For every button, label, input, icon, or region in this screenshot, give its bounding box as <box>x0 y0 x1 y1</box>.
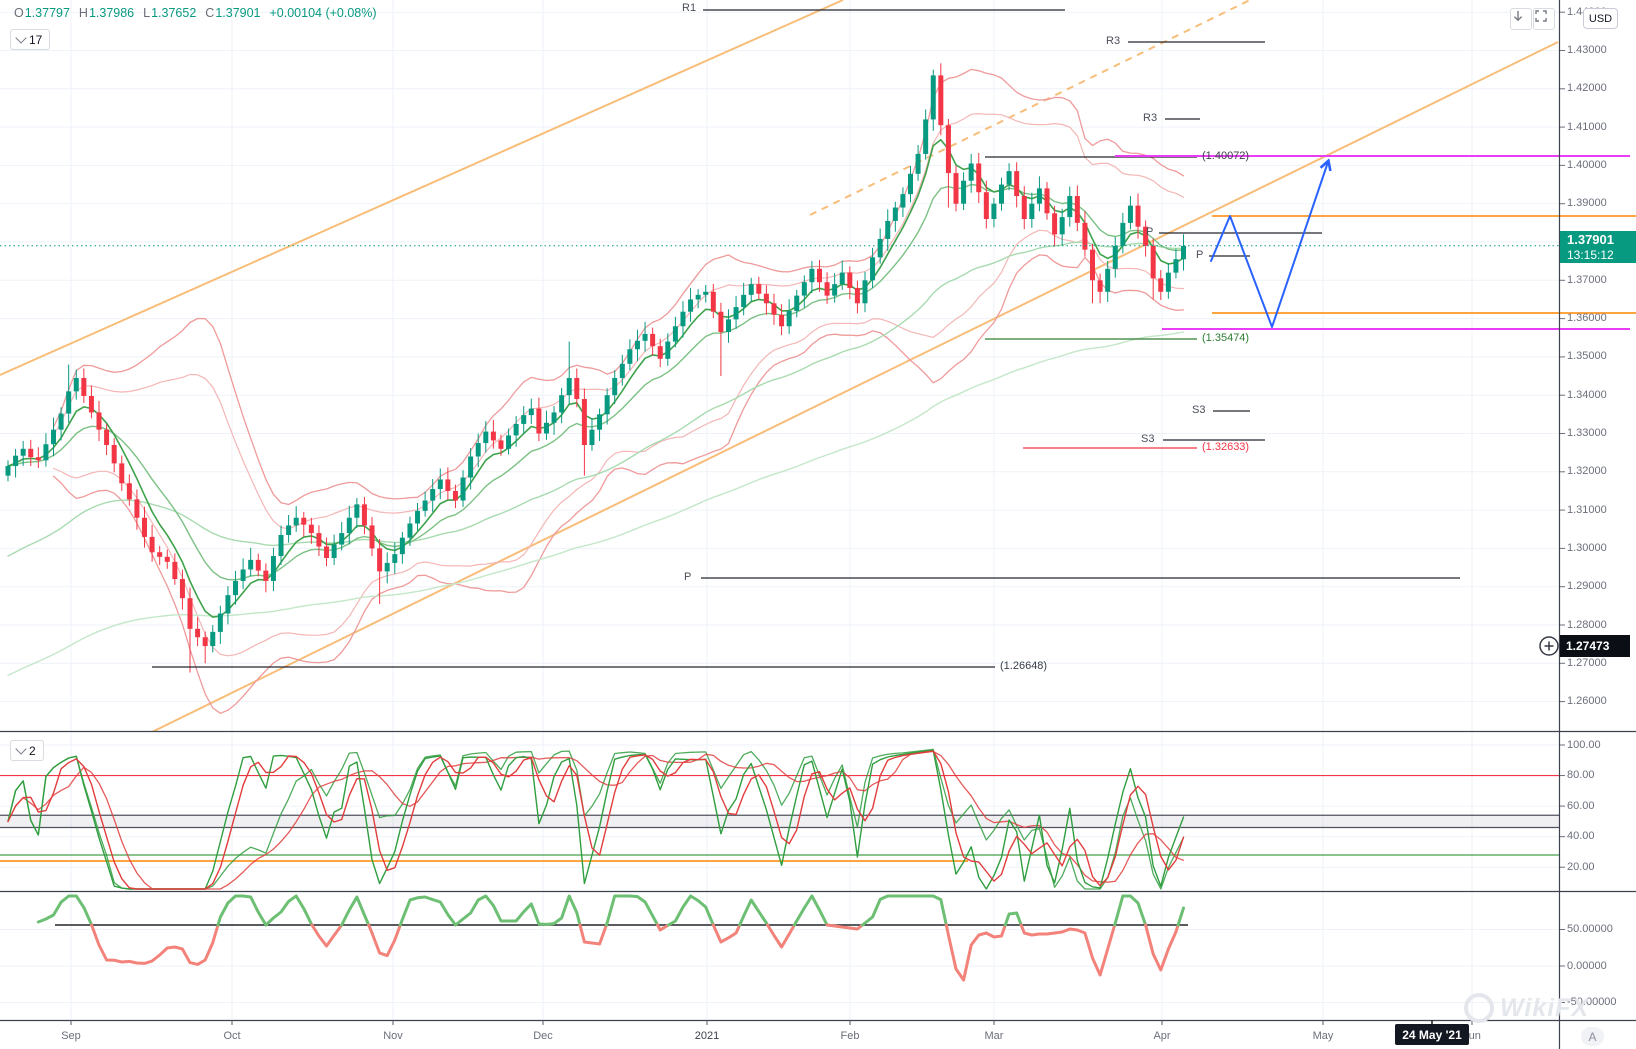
quote-currency-label: USD <box>1588 12 1613 25</box>
last-price-value: 1.37901 <box>1567 232 1614 247</box>
crosshair-price-badge: 1.27473 <box>1560 635 1630 657</box>
high-value: 1.37986 <box>88 6 135 20</box>
oscillator-tick: 100.00 <box>1567 738 1601 751</box>
pivot-label: (1.26648) <box>1000 660 1048 672</box>
pivot-label: (1.32633) <box>1202 441 1250 453</box>
time-axis-label: May <box>1312 1030 1334 1042</box>
pivot-label: P <box>1196 249 1204 261</box>
main-legend-collapse-button[interactable]: 17 <box>10 29 51 50</box>
oscillator-tick: 80.00 <box>1567 769 1595 782</box>
axis-settings-button[interactable]: A <box>1581 1027 1604 1046</box>
momentum-tick: 50.00000 <box>1567 923 1613 935</box>
fullscreen-icon <box>1535 10 1547 22</box>
price-tick: 1.29000 <box>1567 580 1607 593</box>
candles <box>5 63 1187 673</box>
crosshair-date-value: 24 May '21 <box>1402 1027 1462 1042</box>
ohlc-readout: O1.37797 H1.37986 L1.37652 C1.37901 +0.00104… <box>14 6 386 20</box>
crosshair-date-badge: 24 May '21 <box>1395 1024 1469 1045</box>
watermark-logo-icon <box>1464 993 1494 1023</box>
price-tick: 1.34000 <box>1567 388 1607 401</box>
trend-arrow-drawing <box>1210 162 1328 328</box>
axis-settings-label: A <box>1588 1029 1597 1044</box>
price-tick: 1.36000 <box>1567 312 1607 325</box>
price-tick: 1.26000 <box>1567 695 1607 708</box>
time-axis-label: Dec <box>533 1030 553 1042</box>
oscillator-tick: 40.00 <box>1567 830 1595 843</box>
momentum-tick: 0.00000 <box>1567 959 1607 972</box>
price-tick: 1.33000 <box>1567 427 1607 439</box>
open-label: O <box>14 6 24 20</box>
chevron-down-icon <box>15 32 27 44</box>
pivot-level-lines <box>152 9 1460 668</box>
last-price-badge: 1.37901 13:15:12 <box>1560 231 1636 263</box>
price-tick: 1.43000 <box>1567 44 1607 56</box>
oscillator-tick: 60.00 <box>1567 799 1595 812</box>
low-value: 1.37652 <box>151 6 197 20</box>
fullscreen-button[interactable] <box>1533 8 1555 30</box>
time-axis-label: Sep <box>61 1030 81 1042</box>
price-tick: 1.40000 <box>1567 158 1607 171</box>
broker-watermark: WikiFX <box>1464 993 1589 1023</box>
pivot-label: R3 <box>1106 35 1121 47</box>
price-tick: 1.28000 <box>1567 618 1607 631</box>
price-tick: 1.27000 <box>1567 656 1607 669</box>
price-tick: 1.32000 <box>1567 465 1607 478</box>
momentum-pane <box>36 894 1188 982</box>
momentum-tick: -50.00000 <box>1567 996 1617 1008</box>
close-label: C <box>205 6 215 20</box>
oscillator-tick: 20.00 <box>1567 860 1595 873</box>
quote-currency-chip[interactable]: USD <box>1583 8 1618 29</box>
pivot-label: P <box>684 571 692 583</box>
time-axis-label: Apr <box>1153 1030 1171 1042</box>
time-axis-label: Nov <box>383 1030 403 1042</box>
change-value: +0.00104 (+0.08%) <box>269 6 377 20</box>
time-axis-label: 2021 <box>694 1030 720 1042</box>
pivot-label: (1.35474) <box>1202 332 1250 344</box>
crosshair-price-value: 1.27473 <box>1566 639 1610 653</box>
pivot-label: S3 <box>1141 433 1155 445</box>
open-value: 1.37797 <box>24 6 70 20</box>
grid <box>0 0 1560 1021</box>
pivot-label: R1 <box>682 2 697 14</box>
pane2-legend-collapse-button[interactable]: 2 <box>10 740 44 761</box>
add-alert-icon[interactable] <box>1536 633 1562 659</box>
scroll-to-recent-button[interactable] <box>1510 8 1532 30</box>
pivot-label: R3 <box>1143 112 1158 124</box>
price-tick: 1.30000 <box>1567 541 1607 554</box>
pivot-label: (1.40072) <box>1202 150 1250 162</box>
price-tick: 1.35000 <box>1567 350 1607 363</box>
main-pane <box>0 0 1559 732</box>
time-axis-label: Mar <box>984 1030 1004 1042</box>
high-label: H <box>78 6 88 20</box>
oscillator-pane <box>0 748 1560 890</box>
time-axis-label: Oct <box>223 1030 241 1042</box>
price-tick: 1.39000 <box>1567 197 1607 210</box>
watermark-text: WikiFX <box>1500 993 1590 1022</box>
pane2-legend-count: 2 <box>29 743 36 758</box>
chevron-down-icon <box>15 743 27 755</box>
close-value: 1.37901 <box>215 6 261 20</box>
pivot-label: P <box>1146 226 1154 238</box>
bar-countdown: 13:15:12 <box>1567 248 1614 262</box>
price-tick: 1.41000 <box>1567 120 1607 133</box>
price-tick: 1.42000 <box>1567 82 1607 95</box>
arrow-down-icon <box>1513 11 1523 22</box>
time-axis-label: Feb <box>840 1030 860 1042</box>
main-legend-count: 17 <box>29 32 43 47</box>
price-tick: 1.31000 <box>1567 503 1607 516</box>
price-tick: 1.37000 <box>1567 273 1607 286</box>
low-label: L <box>143 6 151 20</box>
pivot-label: S3 <box>1192 404 1206 416</box>
